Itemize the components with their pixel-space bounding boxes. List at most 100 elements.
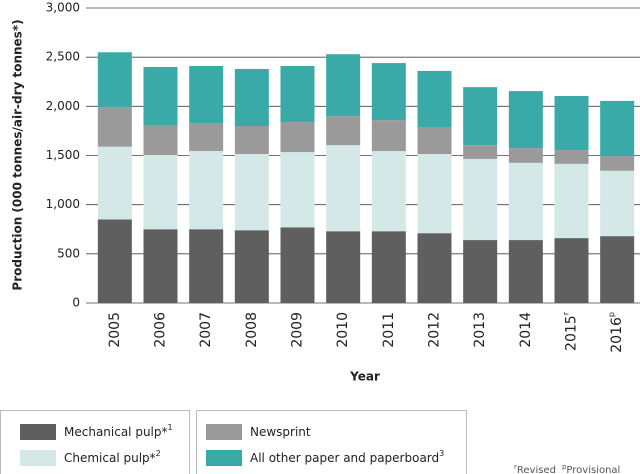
legend-text: Chemical pulp* <box>64 451 156 465</box>
y-tick-label: 3,000 <box>46 1 80 15</box>
bar-segment <box>417 233 452 303</box>
legend-label: All other paper and paperboard3 <box>250 449 444 465</box>
legend-box <box>196 410 467 474</box>
bar-segment <box>143 125 178 156</box>
bar-segment <box>600 236 635 303</box>
bar-segment <box>97 52 132 108</box>
footnote-text: Revised <box>517 465 556 474</box>
y-tick-label: 500 <box>57 246 80 260</box>
x-tick-text: 2016 <box>609 317 625 353</box>
bar-segment <box>326 145 361 232</box>
bar-segment <box>326 231 361 303</box>
y-tick-label: 0 <box>72 296 80 310</box>
x-tick-label: 2009 <box>290 312 306 348</box>
bar-segment <box>280 122 315 153</box>
bar-segment <box>371 231 406 303</box>
x-tick-text: 2013 <box>472 312 488 348</box>
x-tick-text: 2015 <box>564 315 580 351</box>
bar-segment <box>463 240 498 303</box>
x-tick-label: 2008 <box>244 312 260 348</box>
bar-segment <box>508 240 543 303</box>
bar-segment <box>508 91 543 149</box>
bar-segment <box>554 150 589 164</box>
bar-segment <box>600 170 635 237</box>
x-tick-label: 2007 <box>198 312 214 348</box>
bar-segment <box>189 123 224 152</box>
y-tick-label: 1,000 <box>46 197 80 211</box>
footnote-text: Provisional <box>566 465 620 474</box>
footnote-symbol: p <box>562 463 567 471</box>
bar-segment <box>417 70 452 127</box>
bar-segment <box>554 96 589 151</box>
x-tick-label: 2011 <box>381 312 397 348</box>
bar-segment <box>554 238 589 303</box>
legend-label: Newsprint <box>250 425 311 439</box>
legend-superscript: 1 <box>168 423 173 432</box>
bar-segment <box>280 227 315 303</box>
bar-segment <box>463 145 498 159</box>
x-tick-label: 2014 <box>518 312 534 348</box>
legend-swatch <box>206 424 242 440</box>
bar-segment <box>326 116 361 146</box>
legend-superscript: 3 <box>439 449 444 458</box>
bar-segment <box>417 154 452 234</box>
bar-segment <box>189 66 224 124</box>
x-tick-text: 2010 <box>335 312 351 348</box>
x-tick-label: 2006 <box>153 312 169 348</box>
legend-swatch <box>20 450 56 466</box>
y-axis-label: Production (000 tonnes/air-dry tonnes*) <box>11 19 25 290</box>
x-tick-label: 2016p <box>607 312 626 353</box>
legend-superscript: 2 <box>156 449 161 458</box>
legend-label: Chemical pulp*2 <box>64 449 161 465</box>
bar-segment <box>143 155 178 230</box>
bar-segment <box>463 87 498 146</box>
x-tick-label: 2015r <box>561 311 580 351</box>
x-tick-superscript: p <box>607 312 616 317</box>
bar-segment <box>234 230 269 303</box>
bar-segment <box>234 126 269 155</box>
bar-segment <box>554 163 589 239</box>
x-tick-superscript: r <box>561 311 570 315</box>
bar-segment <box>371 120 406 152</box>
x-tick-text: 2009 <box>290 312 306 348</box>
bar-segment <box>463 158 498 241</box>
bar-segment <box>189 229 224 303</box>
y-tick-label: 2,500 <box>46 50 80 64</box>
bar-segment <box>97 219 132 303</box>
bar-segment <box>97 107 132 147</box>
bar-segment <box>508 162 543 241</box>
bar-segment <box>189 151 224 230</box>
x-axis-label: Year <box>349 370 380 384</box>
x-tick-text: 2008 <box>244 312 260 348</box>
x-tick-text: 2011 <box>381 312 397 348</box>
legend-text: Newsprint <box>250 425 311 439</box>
x-tick-text: 2012 <box>427 312 443 348</box>
y-tick-label: 1,500 <box>46 148 80 162</box>
bar-segment <box>143 229 178 303</box>
x-tick-label: 2012 <box>427 312 443 348</box>
x-tick-text: 2005 <box>107 312 123 348</box>
x-tick-label: 2013 <box>472 312 488 348</box>
bar-segment <box>280 66 315 123</box>
legend-swatch <box>206 450 242 466</box>
x-tick-label: 2010 <box>335 312 351 348</box>
bar-segment <box>371 151 406 232</box>
bar-segment <box>234 68 269 126</box>
bar-segment <box>97 146 132 220</box>
bar-segment <box>417 126 452 155</box>
bar-segment <box>326 54 361 117</box>
bar-segment <box>508 148 543 163</box>
bar-segment <box>143 67 178 126</box>
legend-label: Mechanical pulp*1 <box>64 423 173 439</box>
legend-text: Mechanical pulp* <box>64 425 168 439</box>
x-tick-text: 2006 <box>153 312 169 348</box>
bar-segment <box>280 152 315 228</box>
legend-box <box>0 410 190 474</box>
footnote-symbol: r <box>514 463 517 471</box>
bar-segment <box>600 100 635 156</box>
legend-text: All other paper and paperboard <box>250 451 439 465</box>
bar-segment <box>600 155 635 171</box>
y-tick-label: 2,000 <box>46 99 80 113</box>
legend-swatch <box>20 424 56 440</box>
x-tick-label: 2005 <box>107 312 123 348</box>
